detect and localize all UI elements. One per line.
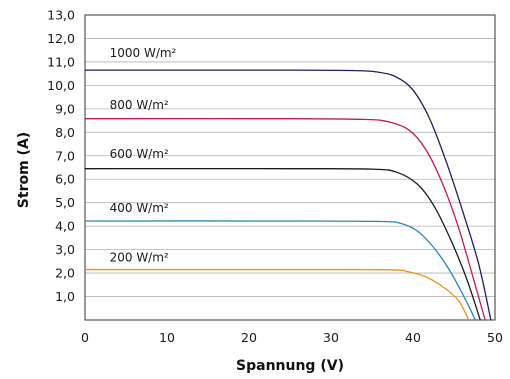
y-tick-label: 13,0 [47, 8, 75, 23]
x-tick-labels: 0 10 20 30 40 50 [81, 330, 503, 345]
y-tick-label: 11,0 [47, 54, 75, 69]
series-label-800-wm2: 800 W/m² [110, 98, 169, 112]
curve-600-wm2 [84, 167, 481, 321]
x-tick-label: 20 [241, 330, 257, 345]
series-label-1000-wm2: 1000 W/m² [110, 46, 177, 60]
y-tick-label: 6,0 [55, 172, 75, 187]
y-tick-label: 3,0 [55, 242, 75, 257]
curve-200-wm2 [84, 268, 470, 321]
x-tick-label: 50 [487, 330, 503, 345]
x-tick-label: 40 [405, 330, 421, 345]
x-axis-title: Spannung (V) [236, 358, 344, 374]
y-tick-label: 9,0 [55, 101, 75, 116]
curve-layer [84, 69, 492, 321]
label-layer: 1000 W/m² 800 W/m² 600 W/m² 400 W/m² 200 W/m… [110, 46, 177, 264]
y-tick-labels: 13,0 12,0 11,0 10,0 9,0 8,0 7,0 6,0 5,0 4,0 3,0 2,0… [47, 8, 75, 305]
y-tick-label: 4,0 [55, 219, 75, 234]
y-tick-label: 5,0 [55, 195, 75, 210]
curve-1000-wm2 [84, 69, 492, 321]
plot-area [84, 14, 496, 321]
x-tick-label: 10 [159, 330, 175, 345]
curve-800-wm2 [84, 117, 486, 321]
y-tick-label: 12,0 [47, 31, 75, 46]
x-tick-label: 0 [81, 330, 89, 345]
series-label-600-wm2: 600 W/m² [110, 147, 169, 161]
series-label-200-wm2: 200 W/m² [110, 250, 169, 264]
y-axis-title: Strom (A) [16, 132, 32, 208]
y-tick-label: 8,0 [55, 125, 75, 140]
y-tick-label: 1,0 [55, 289, 75, 304]
y-tick-label: 10,0 [47, 78, 75, 93]
series-label-400-wm2: 400 W/m² [110, 201, 169, 215]
x-tick-label: 30 [323, 330, 339, 345]
curve-400-wm2 [84, 220, 476, 321]
y-tick-label: 7,0 [55, 148, 75, 163]
grid-layer [85, 38, 495, 297]
y-tick-label: 2,0 [55, 266, 75, 281]
